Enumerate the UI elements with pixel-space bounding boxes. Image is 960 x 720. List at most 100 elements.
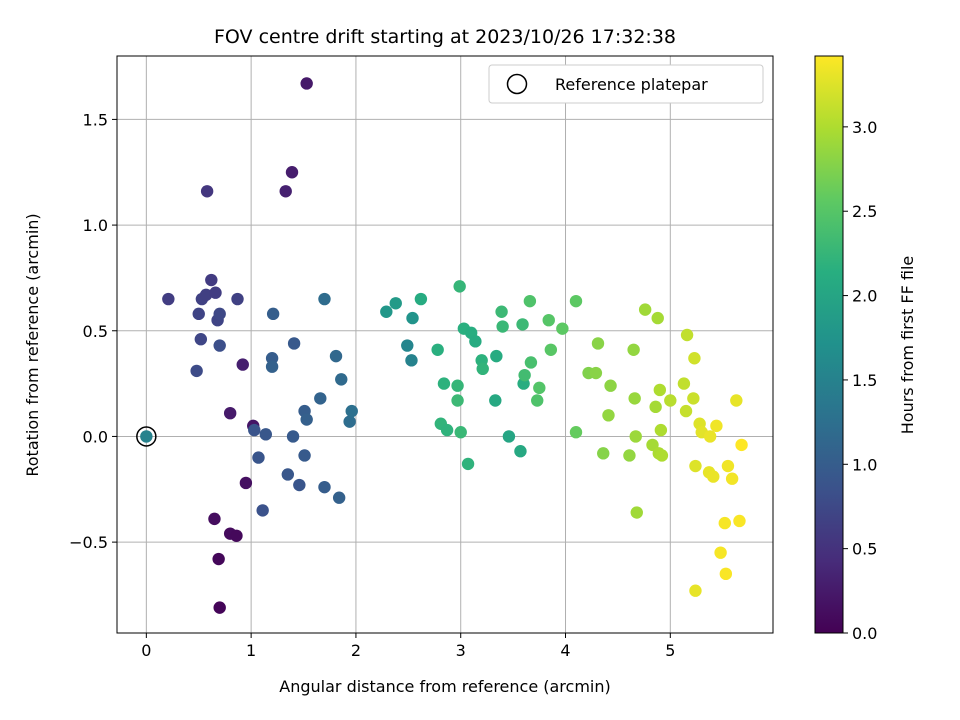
data-point [719,567,733,581]
data-point [556,322,569,335]
data-point [518,368,531,382]
data-point [707,470,720,483]
data-point [689,459,702,473]
x-tick-label: 0 [141,641,151,660]
x-tick-label: 5 [665,641,675,660]
data-point [281,468,295,481]
data-point [332,491,346,504]
x-tick-label: 2 [351,641,361,660]
data-point [718,516,731,530]
data-point [194,333,208,346]
data-point [401,339,414,352]
data-point [476,362,489,376]
data-point [628,392,641,405]
data-point [213,601,226,614]
data-point [591,337,605,350]
data-point [256,504,269,517]
data-point [287,337,301,350]
x-tick-label: 1 [246,641,256,660]
data-point [489,394,502,407]
data-points [140,77,748,614]
data-point [597,447,610,460]
colorbar-gradient [814,55,844,634]
data-point [314,392,327,405]
data-point [735,438,748,452]
data-point [454,426,467,439]
data-point [646,438,659,452]
data-point [286,430,300,443]
data-point [266,307,280,321]
data-point [638,303,652,316]
colorbar: 0.0 0.5 1.0 1.5 2.0 2.5 3.0 Hours from first F… [814,55,917,643]
data-point [252,451,265,464]
data-point [710,419,723,433]
data-point [629,430,642,443]
data-point [192,307,205,321]
data-point [627,343,640,356]
y-tick-label: −0.5 [69,533,108,552]
y-tick-label: 1.0 [83,216,108,235]
data-point [490,349,503,363]
data-point [604,379,617,392]
data-point [231,292,244,306]
colorbar-tick-label: 0.5 [852,540,877,559]
data-point [679,404,693,418]
x-axis-ticks: 0 1 2 3 4 5 [141,633,675,660]
data-point [680,328,694,342]
y-tick-label: 1.5 [83,110,108,129]
data-point [461,457,475,471]
data-point [533,381,546,395]
data-point [677,377,691,390]
data-point [318,480,331,494]
colorbar-tick-label: 2.0 [852,287,877,306]
data-point [236,358,249,371]
data-point [406,311,419,325]
data-point [655,449,669,462]
data-point [725,472,739,485]
data-point [630,506,643,519]
data-point [300,77,313,90]
data-point [298,449,311,462]
data-point [213,307,226,321]
data-point [589,366,603,380]
data-point [451,379,464,392]
data-point [651,311,664,325]
data-point [389,297,402,310]
data-point [259,428,273,441]
data-point [162,292,175,306]
data-point [569,294,583,308]
data-point [208,512,221,526]
data-point [623,449,636,462]
data-point [213,339,226,352]
plot-area [116,55,774,634]
data-point [523,294,537,308]
data-point [199,288,213,302]
data-point [496,320,509,333]
x-axis-label: Angular distance from reference (arcmin) [279,677,610,696]
data-point [524,356,538,369]
data-point [405,354,418,367]
data-point [230,529,243,542]
y-tick-label: 0.5 [83,322,108,341]
data-point [664,394,677,407]
data-point [703,430,717,443]
reference-ring [136,426,157,447]
data-point [451,394,464,407]
data-point [205,273,218,287]
data-point [239,476,253,490]
colorbar-tick-label: 2.5 [852,202,877,221]
data-point [730,394,743,407]
data-point [440,423,454,437]
data-point [714,546,727,559]
data-point [293,478,306,492]
data-point [285,166,299,179]
data-point [649,400,662,414]
data-point [223,406,237,420]
legend-marker [506,73,528,95]
data-point [329,349,343,363]
reference-marker [136,426,157,447]
x-tick-label: 3 [456,641,466,660]
data-point [602,409,615,422]
data-point [200,185,214,198]
